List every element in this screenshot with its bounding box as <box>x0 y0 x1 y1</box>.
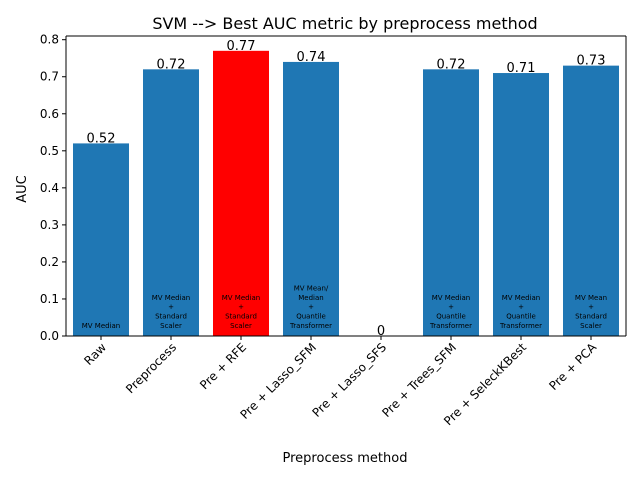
chart-title: SVM --> Best AUC metric by preprocess me… <box>152 14 537 33</box>
y-tick-label: 0.1 <box>40 292 59 306</box>
bar-annotation-text: Transformer <box>429 322 472 330</box>
bar-value-label: 0.72 <box>157 57 186 72</box>
y-tick-label: 0.5 <box>40 144 59 158</box>
bar-annotation-text: MV Mean/ <box>294 284 329 292</box>
bar <box>283 61 339 336</box>
bar-annotation-text: Standard <box>225 313 257 321</box>
bar <box>73 143 129 336</box>
bar-annotation-text: MV Median <box>222 294 261 302</box>
x-tick-label: Pre + Lasso_SFS <box>310 340 390 420</box>
bar-annotation-text: Standard <box>575 313 607 321</box>
x-tick-label: Raw <box>81 340 109 368</box>
bar-annotation-text: + <box>308 303 314 311</box>
bar-annotation-text: MV Median <box>152 294 191 302</box>
bar <box>423 69 479 336</box>
bars-layer <box>73 50 619 336</box>
bar-annotation-text: + <box>588 303 594 311</box>
bar-annotation-text: MV Mean <box>575 294 607 302</box>
bar-annotation-text: + <box>518 303 524 311</box>
bar-annotation-text: Quantile <box>296 313 326 321</box>
y-tick-label: 0.8 <box>40 33 59 47</box>
bar-annotation-text: MV Median <box>432 294 471 302</box>
bar <box>213 50 269 336</box>
y-tick-label: 0.7 <box>40 70 59 84</box>
bar-annotation-text: Quantile <box>436 313 466 321</box>
y-tick-label: 0.2 <box>40 255 59 269</box>
x-axis-label: Preprocess method <box>283 451 408 466</box>
bar-value-label: 0.52 <box>87 131 116 146</box>
bar-value-label: 0.77 <box>227 39 256 54</box>
bar-annotation-text: Scaler <box>230 322 252 330</box>
bar-annotation-text: Median <box>298 294 323 302</box>
bar <box>143 69 199 336</box>
x-tick-label: Pre + RFE <box>197 340 249 392</box>
bar-annotation-text: Standard <box>155 313 187 321</box>
x-tick-label: Pre + Lasso_SFM <box>237 340 319 422</box>
bar <box>493 73 549 336</box>
bar <box>563 65 619 336</box>
y-tick-label: 0.6 <box>40 107 59 121</box>
bar-annotation-text: Scaler <box>580 322 602 330</box>
y-tick-label: 0.3 <box>40 218 59 232</box>
bar-value-label: 0.74 <box>297 50 326 65</box>
bar-annotation-text: Transformer <box>499 322 542 330</box>
bar-annotation-text: Transformer <box>289 322 332 330</box>
x-tick-label: Pre + PCA <box>546 340 599 393</box>
y-tick-label: 0.0 <box>40 329 59 343</box>
bar-annotation-text: + <box>448 303 454 311</box>
bar-annotation-text: Quantile <box>506 313 536 321</box>
bar-annotation-text: Scaler <box>160 322 182 330</box>
bar-value-label: 0.71 <box>507 61 536 76</box>
bar-value-label: 0.72 <box>437 57 466 72</box>
x-tick-label: Preprocess <box>123 340 179 396</box>
x-tick-label: Pre + Trees_SFM <box>379 340 459 420</box>
bar-value-label: 0.73 <box>577 54 606 69</box>
bar-annotation-text: MV Median <box>82 322 121 330</box>
bar-annotation-text: + <box>168 303 174 311</box>
bar-value-label: 0 <box>377 324 385 339</box>
y-axis-label: AUC <box>15 175 30 203</box>
y-tick-label: 0.4 <box>40 181 59 195</box>
value-labels-layer: 0.52 0.72 0.77 0.74 0 0.72 0.71 0.73 <box>87 39 606 339</box>
bar-annotation-text: + <box>238 303 244 311</box>
bar-annotation-text: MV Median <box>502 294 541 302</box>
